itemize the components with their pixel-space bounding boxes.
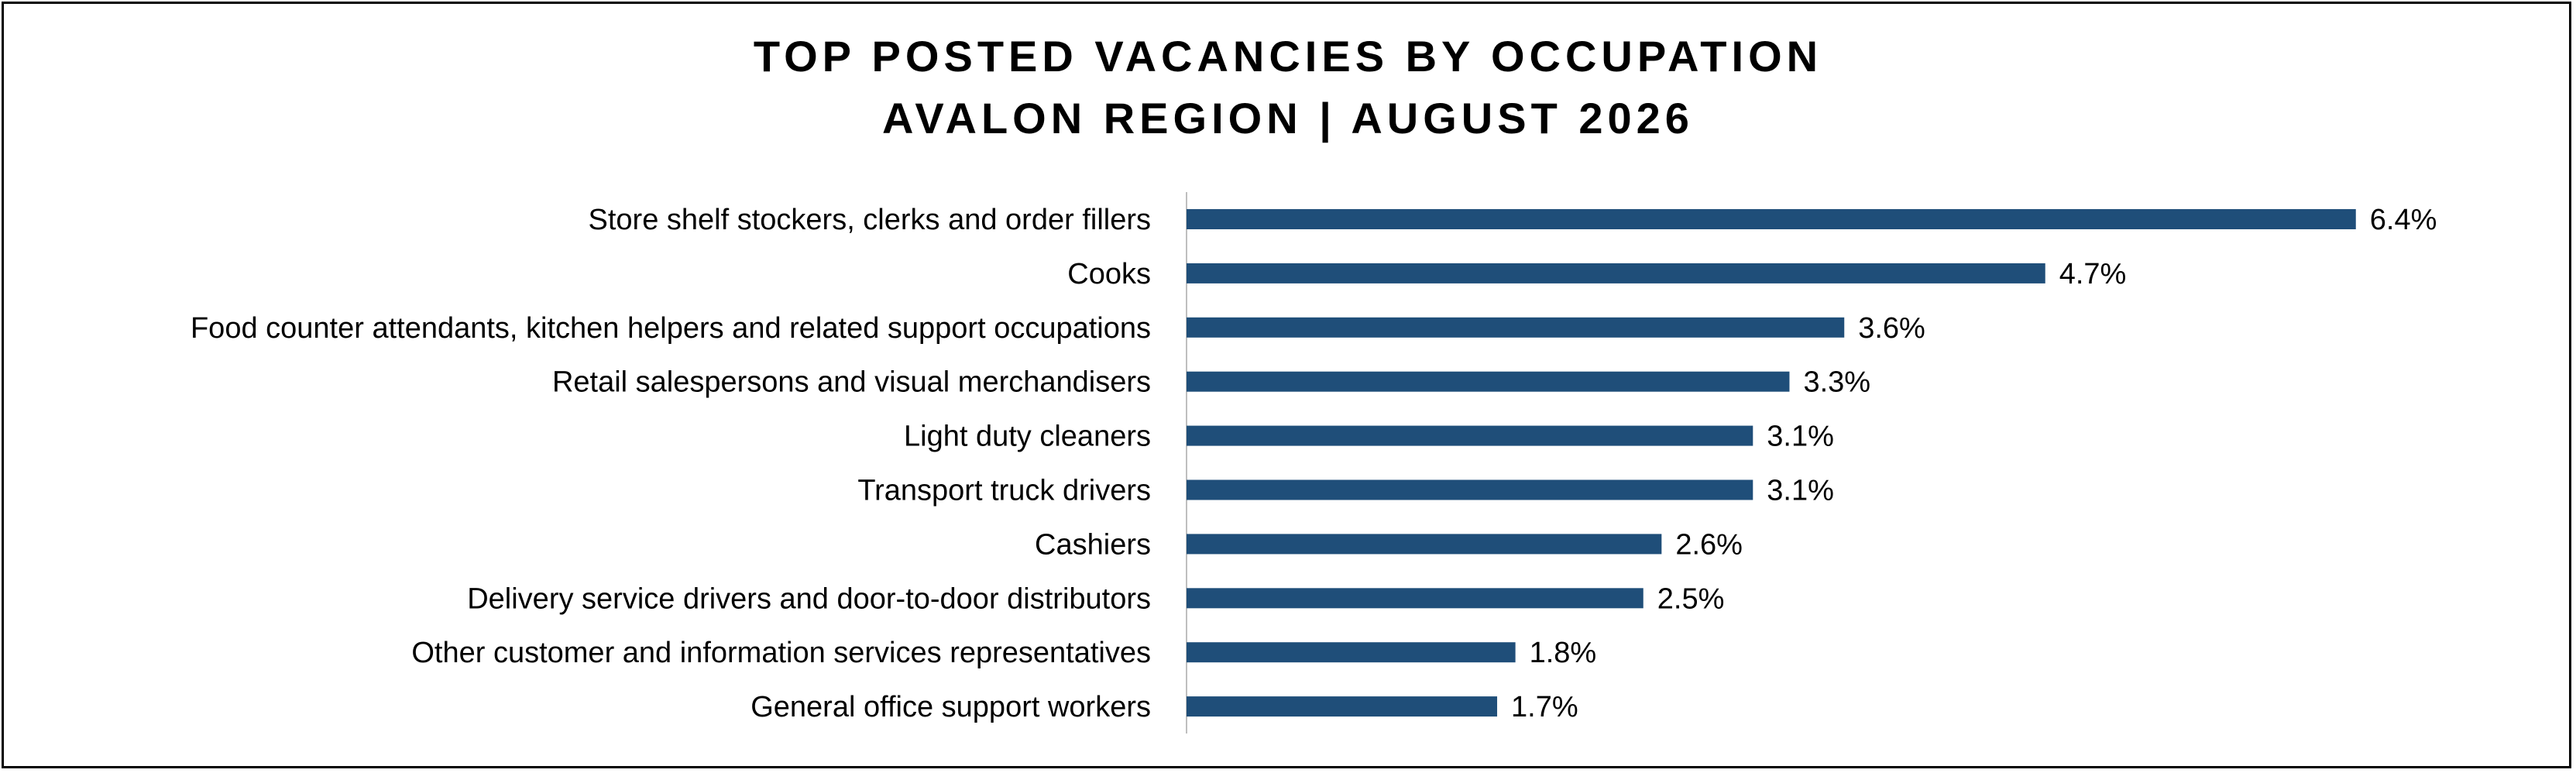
data-label: 2.6% xyxy=(1675,528,1743,561)
bar xyxy=(1187,534,1662,555)
data-label: 4.7% xyxy=(2059,258,2127,290)
bar xyxy=(1187,696,1498,717)
data-label: 3.6% xyxy=(1858,312,1925,345)
data-label: 1.7% xyxy=(1511,691,1578,723)
bar xyxy=(1187,209,2356,229)
bar xyxy=(1187,425,1753,446)
chart-subtitle: AVALON REGION | AUGUST 2026 xyxy=(882,94,1694,143)
bar xyxy=(1187,588,1643,609)
data-label: 2.5% xyxy=(1657,582,1725,615)
data-label: 3.1% xyxy=(1767,421,1834,453)
chart-title: TOP POSTED VACANCIES BY OCCUPATION xyxy=(753,32,1823,81)
category-label: General office support workers xyxy=(750,691,1151,723)
bar xyxy=(1187,317,1845,338)
data-label: 3.1% xyxy=(1767,475,1834,507)
category-label: Cashiers xyxy=(1035,528,1151,561)
bar xyxy=(1187,371,1790,392)
bar xyxy=(1187,642,1516,663)
data-label: 1.8% xyxy=(1530,637,1597,669)
category-label: Delivery service drivers and door-to-doo… xyxy=(467,582,1151,615)
data-label: 6.4% xyxy=(2370,204,2437,236)
category-label: Transport truck drivers xyxy=(857,475,1151,507)
category-label: Cooks xyxy=(1067,258,1151,290)
data-label: 3.3% xyxy=(1803,366,1870,399)
bars-group: Store shelf stockers, clerks and order f… xyxy=(191,204,2437,723)
category-label: Retail salespersons and visual merchandi… xyxy=(552,366,1151,399)
category-label: Store shelf stockers, clerks and order f… xyxy=(589,204,1152,236)
category-label: Food counter attendants, kitchen helpers… xyxy=(191,312,1151,345)
bar xyxy=(1187,263,2045,283)
category-label: Other customer and information services … xyxy=(411,637,1151,669)
category-label: Light duty cleaners xyxy=(904,421,1151,453)
bar xyxy=(1187,479,1753,500)
